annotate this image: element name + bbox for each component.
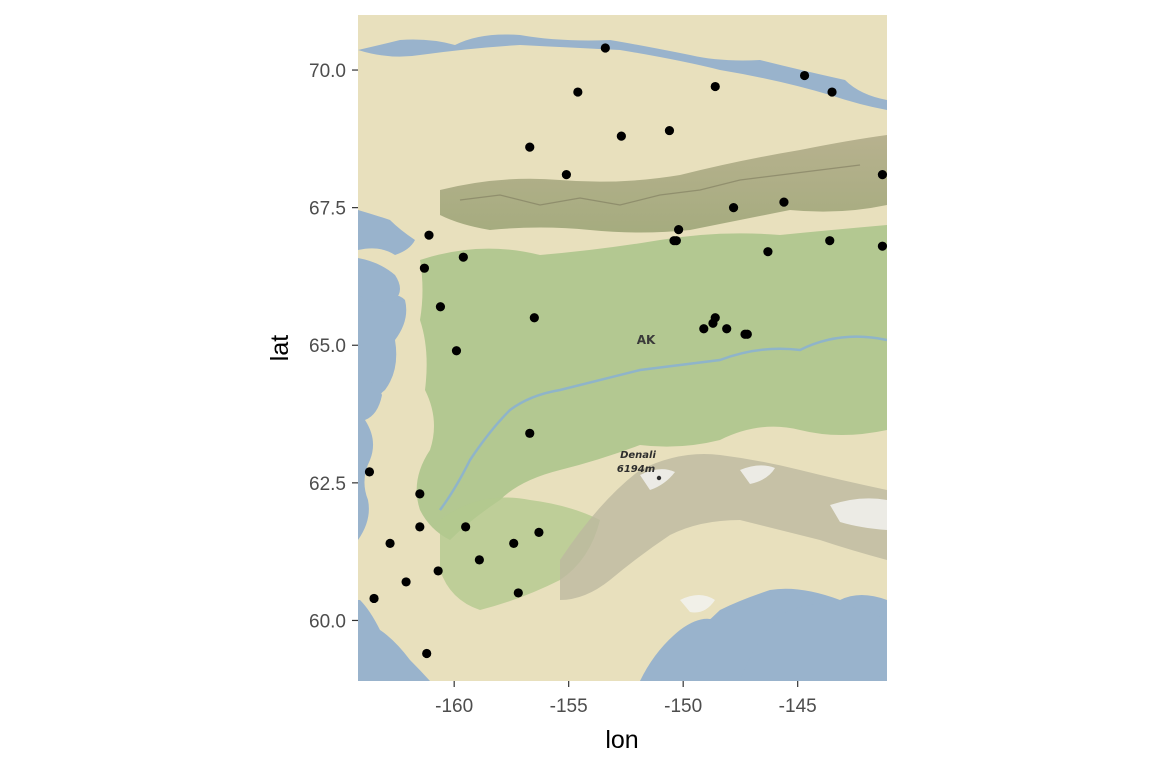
y-axis: 60.0 62.5 65.0 67.5 70.0 (309, 61, 358, 632)
data-point (525, 428, 535, 438)
x-axis-title: lon (605, 726, 638, 754)
data-point (600, 43, 610, 53)
x-tick-label: -155 (550, 696, 588, 717)
southern-lowlands (440, 497, 600, 610)
norton-sound (358, 379, 382, 420)
data-point (474, 555, 484, 565)
data-point (722, 324, 732, 334)
x-axis: -160 -155 -150 -145 (435, 681, 817, 717)
data-point (799, 70, 810, 81)
data-point (422, 648, 432, 659)
data-point (415, 522, 425, 532)
prince-william-sound (740, 603, 887, 681)
lowlands (416, 225, 887, 540)
data-point (877, 241, 888, 251)
basemap (358, 15, 887, 681)
data-point (827, 87, 837, 97)
data-point (877, 170, 888, 180)
data-point (710, 81, 720, 92)
x-tick-label: -160 (435, 696, 473, 717)
data-point (573, 87, 583, 97)
data-point (419, 263, 430, 273)
data-point (401, 577, 411, 587)
data-point (424, 230, 434, 240)
data-point (561, 170, 571, 180)
peak-name-label: Denali (620, 450, 656, 461)
data-point (461, 522, 471, 532)
data-point (369, 593, 379, 604)
peak-marker (656, 475, 662, 481)
brooks-ridges (459, 164, 861, 206)
y-tick-label: 70.0 (309, 61, 346, 82)
data-point (534, 527, 544, 537)
kotzebue-sound (358, 258, 400, 302)
y-tick-label: 62.5 (309, 474, 346, 495)
x-tick-label: -145 (779, 696, 817, 717)
data-point (728, 203, 739, 213)
snow-caps (640, 465, 887, 613)
data-point (451, 346, 462, 356)
data-point (513, 588, 523, 598)
data-point (525, 142, 535, 152)
data-point (710, 313, 720, 323)
data-point (364, 467, 375, 477)
points-layer (364, 43, 888, 659)
data-point (433, 566, 443, 576)
data-point (616, 131, 626, 141)
peak-elevation-label: 6194m (617, 464, 655, 475)
data-point (529, 313, 539, 323)
y-tick-label: 60.0 (309, 611, 346, 632)
data-point (699, 324, 709, 334)
y-tick-label: 65.0 (309, 336, 346, 357)
data-point (671, 236, 681, 246)
data-point (458, 252, 468, 262)
alaska-range (560, 454, 887, 600)
state-label: AK (637, 333, 656, 347)
x-tick-label: -150 (664, 696, 702, 717)
data-point (435, 302, 446, 312)
cook-inlet (640, 618, 715, 681)
data-point (415, 489, 425, 499)
data-point (779, 197, 789, 207)
data-point (509, 538, 519, 548)
y-tick-label: 67.5 (309, 199, 346, 220)
data-point (742, 329, 752, 339)
yukon-river (438, 335, 887, 511)
brooks-range (440, 135, 887, 233)
data-point (825, 236, 835, 246)
data-point (674, 225, 684, 235)
y-axis-title: lat (266, 335, 294, 361)
data-point (763, 247, 773, 257)
data-point (385, 538, 395, 548)
data-point (664, 125, 675, 136)
